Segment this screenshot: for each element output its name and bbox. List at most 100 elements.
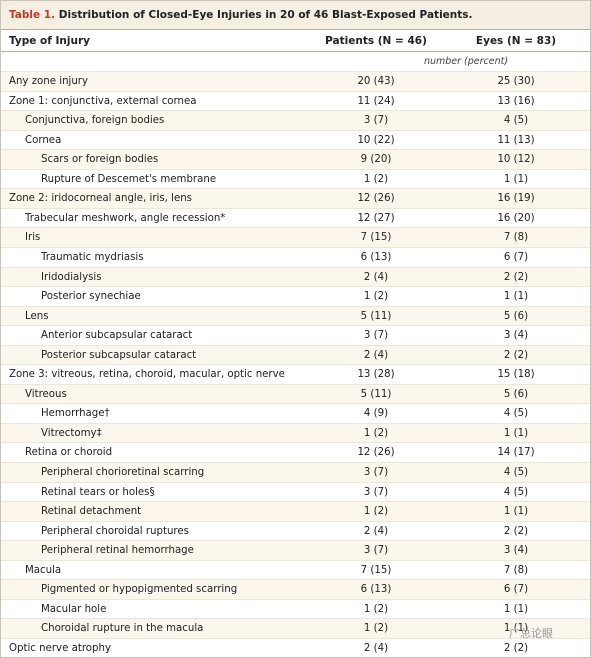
header-rule xyxy=(1,51,590,52)
injury-type: Zone 2: iridocorneal angle, iris, lens xyxy=(9,193,192,205)
table-row: Vitrectomy‡ 1 (2) 1 (1) xyxy=(1,422,590,443)
table-row: Zone 3: vitreous, retina, choroid, macul… xyxy=(1,364,590,384)
count-cell: 3 (7) xyxy=(363,467,389,478)
count-cell: 12 (26) xyxy=(357,193,395,205)
count-cell: 12 (27) xyxy=(357,212,395,224)
injury-type: Rupture of Descemet's membrane xyxy=(41,173,217,185)
injury-type: Retinal detachment xyxy=(41,506,142,518)
table-label: Table 1. xyxy=(9,9,56,21)
injury-type: Traumatic mydriasis xyxy=(41,251,144,263)
injury-type: Lens xyxy=(25,310,49,322)
injury-type: Peripheral chorioretinal scarring xyxy=(41,467,205,478)
injury-type: Conjunctiva, foreign bodies xyxy=(25,115,165,127)
count-cell: 1 (2) xyxy=(363,427,389,439)
count-cell: 6 (13) xyxy=(360,584,392,596)
count-cell: 10 (12) xyxy=(497,154,535,166)
injury-type: Pigmented or hypopigmented scarring xyxy=(41,584,238,596)
count-cell: 15 (18) xyxy=(497,369,535,381)
injury-type: Iris xyxy=(25,232,41,244)
count-cell: 2 (2) xyxy=(503,271,529,283)
injury-type: Anterior subcapsular cataract xyxy=(41,330,193,342)
injury-type: Vitreous xyxy=(25,388,67,400)
count-cell: 13 (16) xyxy=(497,95,535,107)
count-cell: 4 (5) xyxy=(503,486,529,498)
table-row: Macula 7 (15) 7 (8) xyxy=(1,559,590,580)
count-cell: 1 (2) xyxy=(363,623,389,635)
count-cell: 6 (7) xyxy=(503,584,529,596)
count-cell: 14 (17) xyxy=(497,447,535,459)
injury-type: Peripheral choroidal ruptures xyxy=(41,525,189,537)
injury-type: Choroidal rupture in the macula xyxy=(41,623,204,635)
injury-type: Iridodialysis xyxy=(41,271,102,283)
table-row: Zone 2: iridocorneal angle, iris, lens 12… xyxy=(1,188,590,208)
count-cell: 20 (43) xyxy=(357,76,395,87)
table-row: Anterior subcapsular cataract 3 (7) 3 (4) xyxy=(1,325,590,345)
injury-type: Posterior subcapsular cataract xyxy=(41,349,197,361)
table-row: Trabecular meshwork, angle recession* 12 … xyxy=(1,207,590,228)
table-row: Optic nerve atrophy 2 (4) 2 (2) xyxy=(1,637,590,657)
table-title: Distribution of Closed-Eye Injuries in 2… xyxy=(58,9,473,21)
count-cell: 1 (1) xyxy=(503,603,529,615)
count-cell: 7 (8) xyxy=(503,564,529,576)
injury-type: Zone 1: conjunctiva, external cornea xyxy=(9,95,197,107)
table-row: Conjunctiva, foreign bodies 3 (7) 4 (5) xyxy=(1,110,590,130)
count-cell: 1 (2) xyxy=(363,603,389,615)
count-cell: 1 (2) xyxy=(363,173,389,185)
table-row: Iris 7 (15) 7 (8) xyxy=(1,227,590,247)
injury-type: Optic nerve atrophy xyxy=(9,642,111,654)
count-cell: 2 (4) xyxy=(363,349,389,361)
count-cell: 5 (6) xyxy=(503,388,529,400)
table-row: Cornea 10 (22) 11 (13) xyxy=(1,129,590,150)
count-cell: 2 (4) xyxy=(363,271,389,283)
table-row: Iridodialysis 2 (4) 2 (2) xyxy=(1,266,590,287)
count-cell: 1 (1) xyxy=(503,623,529,635)
column-header: Type of Injury xyxy=(9,35,90,47)
table-row: Traumatic mydriasis 6 (13) 6 (7) xyxy=(1,246,590,267)
table-row: Posterior subcapsular cataract 2 (4) 2 (2) xyxy=(1,344,590,365)
table-row: Hemorrhage† 4 (9) 4 (5) xyxy=(1,403,590,423)
table-row: Scars or foreign bodies 9 (20) 10 (12) xyxy=(1,149,590,169)
unit-note: number (percent) xyxy=(423,56,509,67)
count-cell: 2 (2) xyxy=(503,642,529,654)
count-cell: 11 (24) xyxy=(357,95,395,107)
table-row: Peripheral choroidal ruptures 2 (4) 2 (2) xyxy=(1,520,590,541)
count-cell: 4 (9) xyxy=(363,408,389,420)
count-cell: 2 (4) xyxy=(363,525,389,537)
injury-type: Retina or choroid xyxy=(25,447,113,459)
count-cell: 25 (30) xyxy=(497,76,535,87)
count-cell: 1 (1) xyxy=(503,173,529,185)
count-cell: 9 (20) xyxy=(360,154,392,166)
table-row: Any zone injury 20 (43) 25 (30) xyxy=(1,71,590,91)
count-cell: 10 (22) xyxy=(357,134,395,146)
count-cell: 3 (4) xyxy=(503,545,529,557)
count-cell: 3 (7) xyxy=(363,545,389,557)
table-row: Macular hole 1 (2) 1 (1) xyxy=(1,598,590,619)
table-row: Lens 5 (11) 5 (6) xyxy=(1,305,590,326)
count-cell: 16 (20) xyxy=(497,212,535,224)
injury-type: Posterior synechiae xyxy=(41,291,141,303)
count-cell: 2 (2) xyxy=(503,349,529,361)
injury-type: Vitrectomy‡ xyxy=(41,427,102,439)
injury-type: Cornea xyxy=(25,134,62,146)
count-cell: 3 (7) xyxy=(363,330,389,342)
table-row: Zone 1: conjunctiva, external cornea 11 (… xyxy=(1,90,590,111)
count-cell: 12 (26) xyxy=(357,447,395,459)
table-row: Peripheral retinal hemorrhage 3 (7) 3 (4) xyxy=(1,540,590,560)
count-cell: 1 (2) xyxy=(363,291,389,303)
count-cell: 13 (28) xyxy=(357,369,395,381)
count-cell: 2 (4) xyxy=(363,642,389,654)
count-cell: 4 (5) xyxy=(503,467,529,478)
count-cell: 1 (1) xyxy=(503,291,529,303)
injury-type: Hemorrhage† xyxy=(41,408,110,420)
count-cell: 5 (11) xyxy=(360,388,392,400)
title-bar: Table 1. Distribution of Closed-Eye Inju… xyxy=(1,1,590,30)
count-cell: 2 (2) xyxy=(503,525,529,537)
count-cell: 3 (4) xyxy=(503,330,529,342)
count-cell: 5 (6) xyxy=(503,310,529,322)
column-header: Patients (N = 46) xyxy=(325,35,427,47)
table-row: Retinal detachment 1 (2) 1 (1) xyxy=(1,501,590,521)
count-cell: 4 (5) xyxy=(503,408,529,420)
injury-type: Macula xyxy=(25,564,62,576)
count-cell: 1 (1) xyxy=(503,506,529,518)
